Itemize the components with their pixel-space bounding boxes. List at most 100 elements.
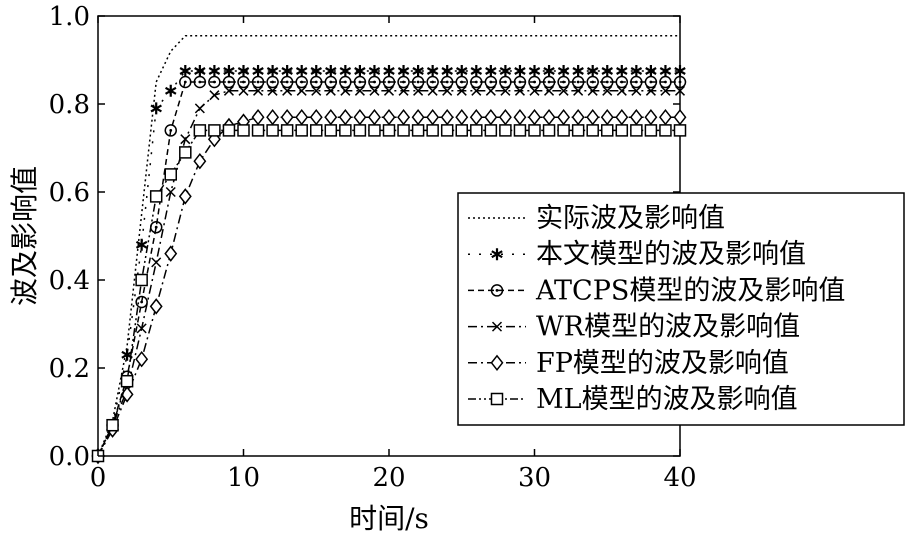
data-point (397, 65, 410, 77)
data-point (222, 124, 236, 137)
y-tick-label: 0.0 (49, 442, 90, 472)
data-point (571, 108, 585, 126)
data-point (383, 65, 395, 77)
legend-label: ATCPS模型的波及影响值 (535, 275, 845, 306)
data-point-center (562, 80, 565, 84)
data-point (295, 65, 308, 77)
data-point (165, 84, 177, 97)
data-point (557, 65, 570, 77)
data-point (601, 65, 613, 77)
data-point (572, 65, 584, 77)
data-point (573, 85, 584, 96)
data-point (382, 124, 396, 137)
data-point (631, 85, 642, 96)
data-point (281, 65, 293, 77)
data-point-center (460, 80, 464, 84)
data-point-center (620, 80, 624, 84)
data-point (353, 124, 367, 137)
legend-label: 实际波及影响值 (536, 203, 725, 234)
data-point (106, 418, 119, 432)
y-tick-label: 0.2 (49, 354, 90, 384)
data-point (340, 85, 351, 96)
data-point (267, 85, 278, 96)
data-point (251, 124, 265, 137)
data-point (282, 85, 293, 96)
data-point (544, 85, 555, 96)
data-point (571, 75, 585, 89)
data-point (630, 75, 643, 89)
axes-layer: 0 10 20 30 40 0.0 0.2 0.4 0.6 0.8 1.0 (49, 2, 697, 493)
data-point (208, 124, 221, 137)
data-point (470, 75, 483, 89)
data-point (339, 65, 352, 77)
data-point (602, 85, 613, 96)
data-point (208, 65, 221, 77)
data-point (558, 85, 569, 96)
data-point (542, 124, 556, 137)
data-point (490, 284, 504, 297)
data-point (456, 65, 468, 77)
data-point (456, 85, 467, 96)
data-point (280, 108, 294, 126)
data-point (353, 108, 367, 126)
legend-item: 实际波及影响值 (468, 203, 725, 234)
data-point (455, 108, 469, 126)
data-point-center (591, 80, 595, 84)
data-point (542, 75, 556, 89)
data-point (150, 102, 162, 115)
data-point (600, 108, 614, 126)
data-point (193, 124, 207, 137)
data-point-center (533, 80, 536, 84)
data-point (383, 85, 395, 96)
data-point-center (664, 80, 667, 84)
data-point (324, 108, 338, 126)
data-point (266, 65, 279, 77)
data-point (252, 65, 264, 77)
data-point (120, 374, 134, 388)
data-point (309, 108, 323, 126)
data-point (295, 108, 309, 126)
data-point (413, 85, 424, 96)
legend-item: WR模型的波及影响值 (468, 312, 800, 343)
data-point (485, 85, 496, 96)
data-point (209, 90, 220, 101)
data-point (266, 124, 279, 137)
data-point (442, 85, 453, 96)
data-point (353, 75, 367, 89)
data-point (237, 75, 250, 89)
x-tick-label: 0 (90, 463, 107, 493)
data-point (411, 75, 425, 89)
data-point (471, 85, 482, 96)
data-point (586, 65, 599, 77)
data-point-center (271, 80, 274, 84)
data-point (324, 75, 338, 89)
series-2 (91, 75, 687, 463)
data-point-center (227, 80, 231, 84)
data-point-center (256, 80, 260, 84)
data-point (426, 65, 439, 77)
data-point (586, 124, 599, 137)
data-point (645, 65, 657, 77)
data-point-center (576, 80, 580, 84)
legend-item: 本文模型的波及影响值 (468, 239, 806, 270)
data-point (164, 124, 177, 137)
data-point (484, 75, 498, 89)
x-axis-title: 时间/s (349, 502, 429, 534)
data-point (498, 108, 512, 126)
data-point-center (431, 80, 435, 84)
legend-label: WR模型的波及影响值 (536, 312, 800, 343)
data-point-center (504, 80, 507, 84)
data-point-center (678, 80, 682, 84)
data-point (426, 124, 439, 137)
data-point (542, 108, 556, 126)
data-point (674, 85, 686, 96)
data-point-center (445, 80, 449, 84)
data-point (238, 85, 249, 96)
data-point (135, 238, 148, 251)
legend-label: ML模型的波及影响值 (536, 384, 798, 415)
data-point (280, 75, 294, 89)
data-point (673, 124, 687, 137)
data-point (382, 108, 396, 126)
data-point (470, 65, 483, 77)
